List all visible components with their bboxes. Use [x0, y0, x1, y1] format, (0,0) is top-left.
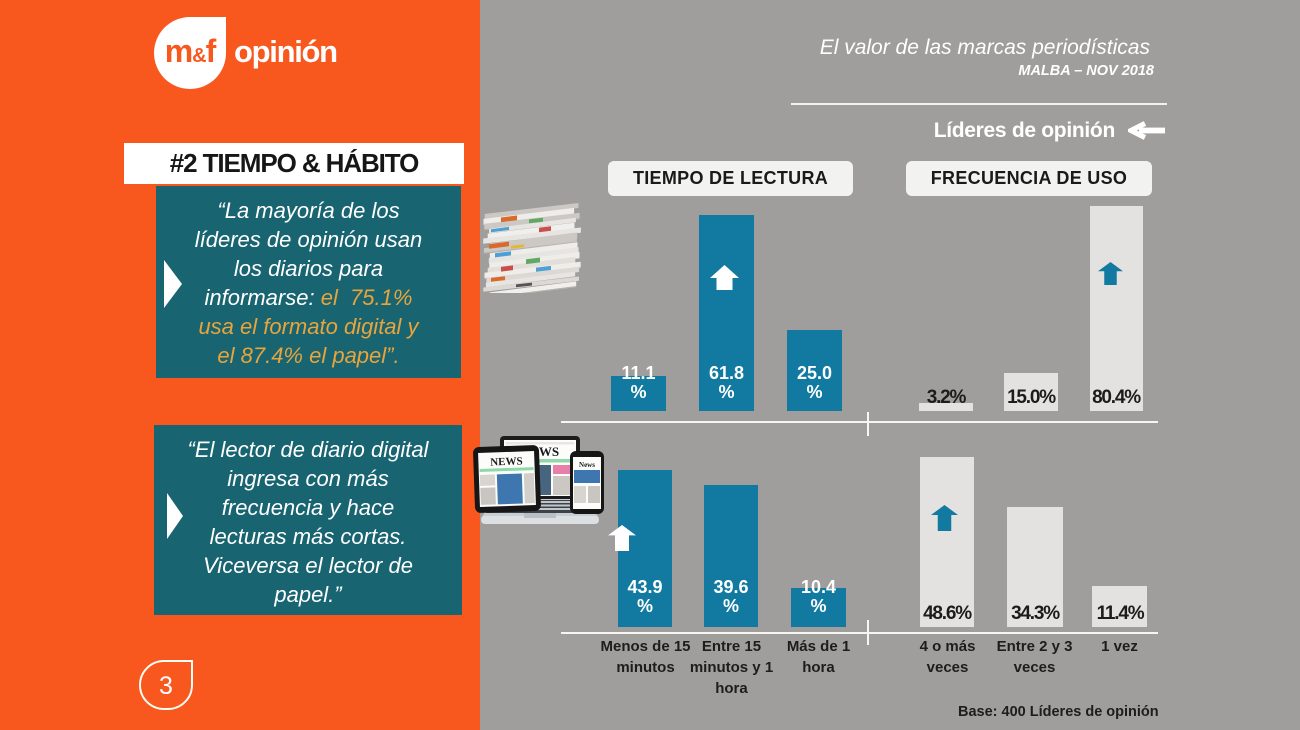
svg-text:NEWS: NEWS: [490, 455, 523, 468]
svg-text:News: News: [579, 461, 595, 469]
